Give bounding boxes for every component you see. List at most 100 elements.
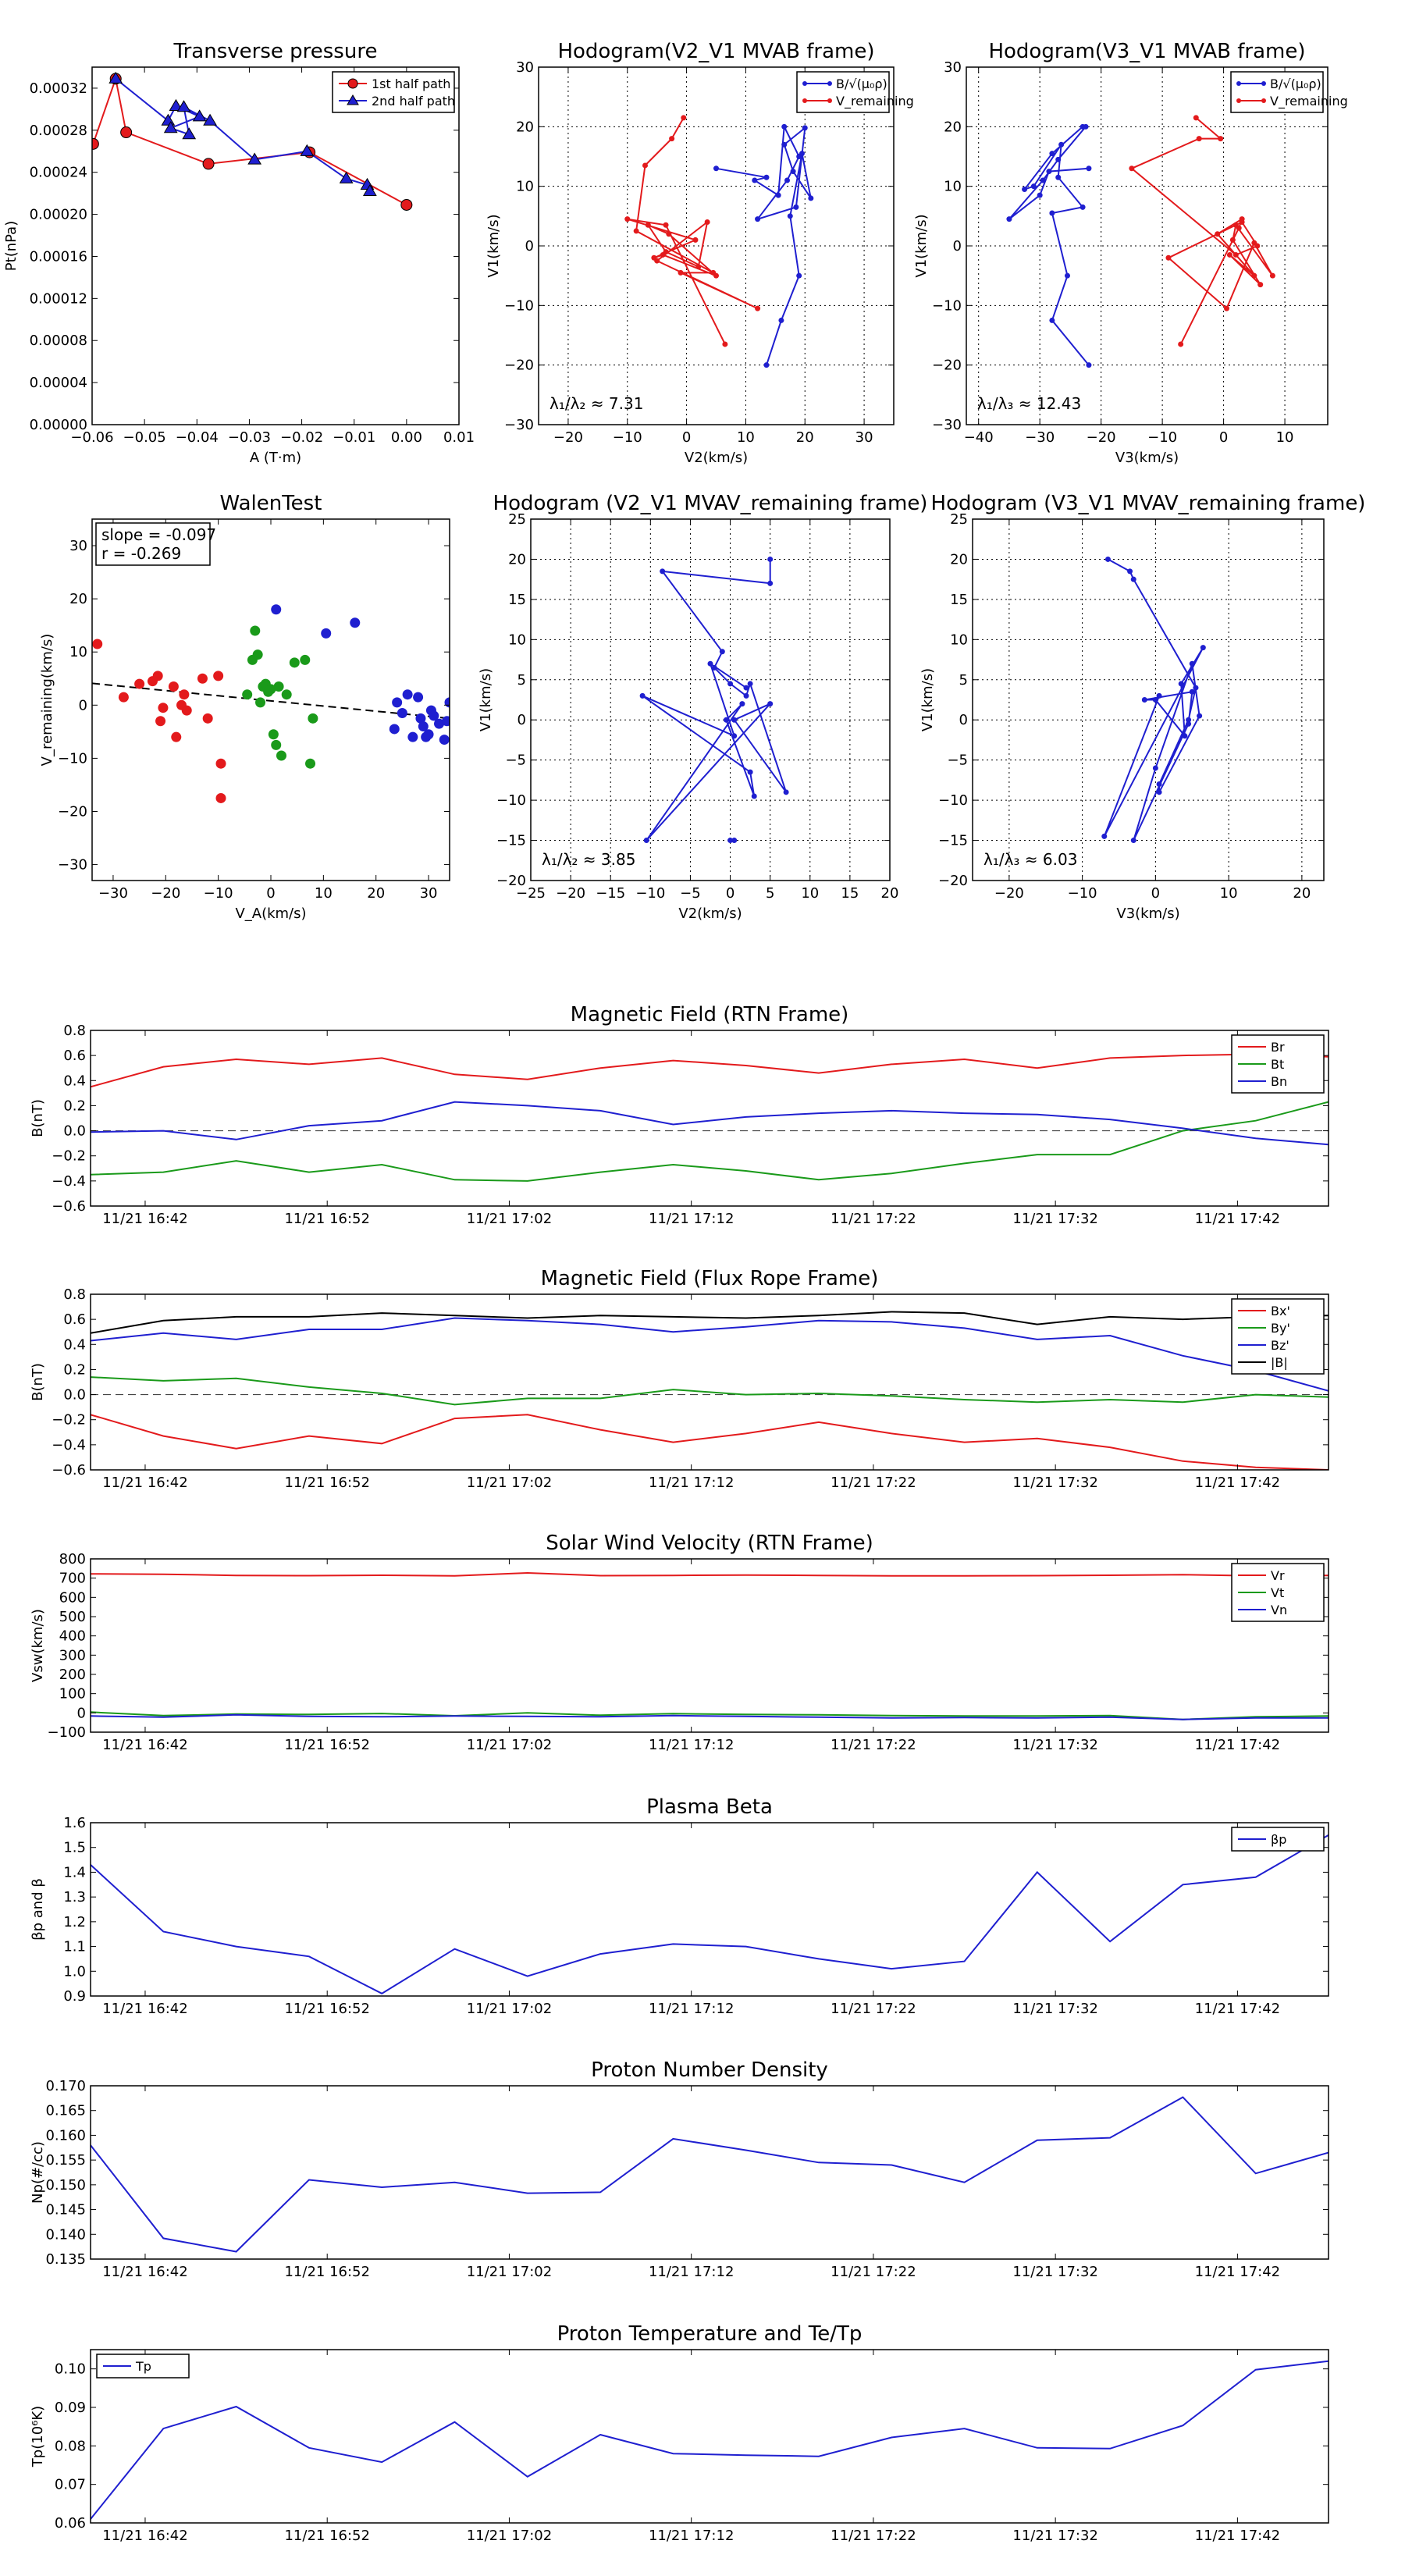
axes-frame [966, 66, 1329, 425]
data-point [271, 604, 282, 615]
data-point [158, 703, 169, 713]
x-tick-label: 11/21 16:42 [102, 2001, 187, 2017]
data-point [707, 660, 713, 667]
data-point [781, 141, 788, 148]
data-point [796, 272, 802, 279]
legend-label: 1st half path [372, 76, 450, 91]
y-axis-label: V1(km/s) [478, 668, 494, 731]
data-point [642, 162, 648, 169]
x-tick-label: 30 [420, 885, 438, 902]
data-point [681, 115, 687, 121]
plot-area [624, 115, 814, 368]
y-tick-label: 0.00012 [30, 290, 87, 307]
data-point [1022, 186, 1028, 192]
data-point [692, 237, 699, 243]
data-point [1239, 219, 1245, 225]
x-tick-label: −10 [613, 429, 642, 446]
legend: B/√(μ₀ρ) V_remaining [1230, 71, 1348, 113]
y-axis-label: V1(km/s) [919, 668, 936, 731]
legend-label: Vn [1271, 1603, 1287, 1617]
data-point [1046, 169, 1052, 175]
data-point [781, 123, 788, 130]
legend-label: 2nd half path [372, 94, 455, 109]
y-tick-label: 0.2 [63, 1098, 86, 1114]
data-point [727, 681, 734, 687]
data-point [1141, 697, 1147, 703]
y-tick-label: 0.0 [63, 1123, 86, 1140]
x-tick-label: 11/21 17:02 [467, 2001, 552, 2017]
eigen-ratio-annotation: λ₁/λ₂ ≈ 3.85 [542, 850, 635, 869]
y-axis-label: V_remaining(km/s) [39, 634, 55, 767]
y-tick-label: 800 [59, 1551, 86, 1567]
y-tick-label: 0.140 [45, 2226, 86, 2243]
series-line-By' [91, 1376, 1329, 1406]
data-point [1127, 568, 1133, 575]
chart-title: Magnetic Field (Flux Rope Frame) [541, 1267, 879, 1290]
x-tick-label: 11/21 17:42 [1195, 2528, 1280, 2544]
x-axis-label: V2(km/s) [685, 450, 748, 466]
y-tick-label: −5 [947, 753, 968, 769]
data-point [660, 568, 666, 575]
y-tick-label: −30 [932, 417, 962, 433]
legend: βp [1231, 1827, 1325, 1852]
legend: Tp [96, 2354, 190, 2379]
data-point [1129, 165, 1135, 172]
axes-frame [90, 1822, 1329, 1997]
y-tick-label: 10 [950, 632, 968, 648]
data-point [808, 195, 814, 201]
y-tick-label: 100 [59, 1686, 86, 1703]
data-point [645, 222, 651, 228]
data-point [407, 731, 418, 742]
data-point [704, 219, 710, 225]
data-point [1037, 192, 1043, 198]
chart-vsw: Solar Wind Velocity (RTN Frame) 11/21 16:… [30, 1532, 1329, 1753]
y-tick-label: 0.170 [45, 2078, 86, 2094]
data-point [350, 617, 361, 628]
y-tick-label: 0.00032 [30, 80, 87, 97]
data-point [92, 639, 103, 649]
data-point [203, 113, 217, 126]
data-point [429, 710, 439, 721]
x-axis-label: V3(km/s) [1116, 906, 1179, 922]
data-point [181, 705, 192, 716]
data-point [1257, 282, 1264, 288]
data-point [152, 671, 163, 681]
series-line-B/√(μ₀ρ) [716, 123, 812, 366]
y-tick-label: 0.160 [45, 2127, 86, 2144]
data-point [168, 681, 179, 692]
data-point [790, 169, 796, 175]
plot-area [1006, 115, 1275, 368]
data-point [1086, 362, 1092, 368]
x-tick-label: −10 [1068, 885, 1097, 902]
data-point [169, 98, 183, 111]
legend-label: Br [1271, 1040, 1285, 1055]
data-point [1182, 733, 1188, 739]
data-point [767, 701, 774, 707]
x-tick-label: 10 [801, 885, 819, 902]
x-tick-label: −0.01 [333, 429, 375, 446]
y-tick-label: 0.0 [63, 1387, 86, 1404]
data-point [389, 724, 400, 735]
y-tick-label: 30 [516, 59, 534, 76]
data-point [213, 671, 224, 681]
x-tick-label: −0.02 [280, 429, 323, 446]
data-point [1197, 713, 1203, 719]
legend-marker [827, 98, 832, 103]
data-point [362, 183, 377, 197]
x-tick-label: 20 [1293, 885, 1311, 902]
y-tick-label: 0.10 [55, 2361, 86, 2378]
chart-bfield: Magnetic Field (RTN Frame) 11/21 16:42 11/… [30, 1003, 1329, 1227]
data-point [1049, 210, 1055, 216]
x-tick-label: 11/21 16:52 [284, 1211, 369, 1227]
y-tick-label: 0.00000 [30, 417, 87, 433]
chart-title: Plasma Beta [646, 1795, 773, 1819]
y-tick-label: −20 [496, 873, 526, 889]
x-tick-label: 11/21 17:32 [1012, 2528, 1097, 2544]
data-point [1030, 183, 1037, 190]
data-point [1232, 222, 1239, 228]
x-tick-label: 11/21 17:42 [1195, 1737, 1280, 1753]
x-tick-label: 11/21 17:32 [1012, 2001, 1097, 2017]
y-tick-label: 500 [59, 1609, 86, 1625]
y-tick-label: 0.8 [63, 1286, 86, 1303]
series-line-1st half path [92, 75, 407, 206]
